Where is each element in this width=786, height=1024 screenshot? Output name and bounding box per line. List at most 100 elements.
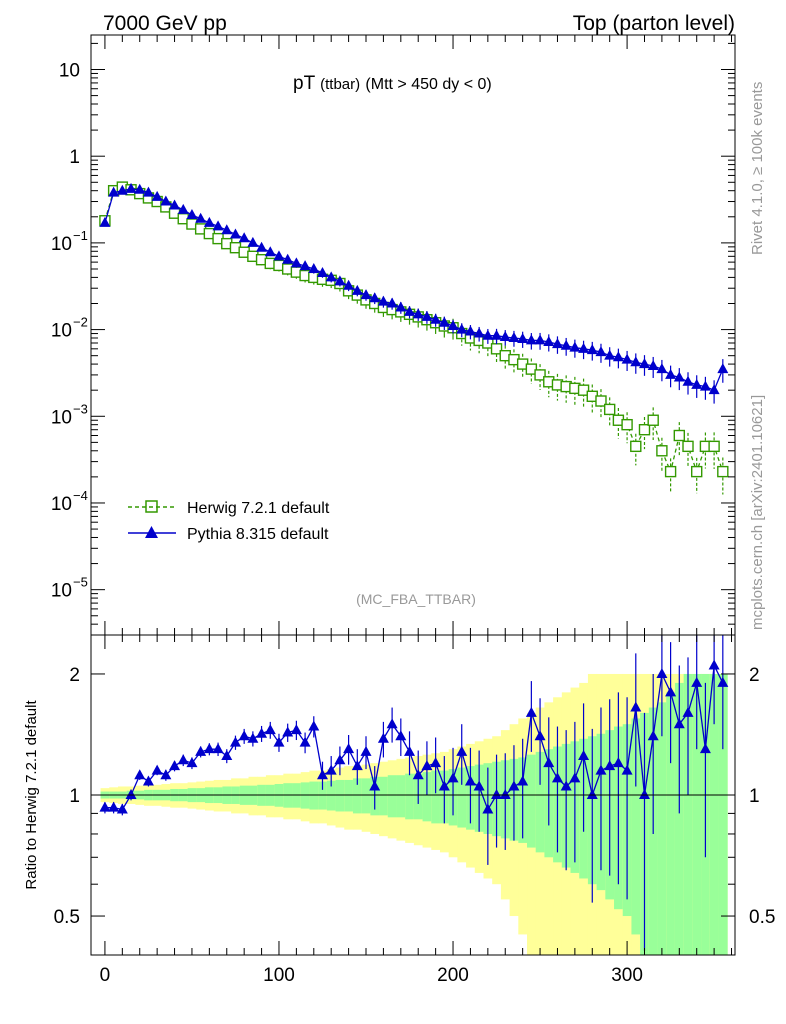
pythia-point <box>508 331 520 342</box>
ratio-point <box>612 757 624 768</box>
herwig-point <box>691 465 703 478</box>
pythia-point <box>691 378 703 389</box>
ratio-band-inner <box>318 781 328 810</box>
main-y-tick-exponent: −5 <box>73 575 88 590</box>
ratio-point <box>273 736 285 747</box>
main-y-tick-exponent: −4 <box>73 488 88 503</box>
ratio-y-tick-label: 0.5 <box>54 907 80 928</box>
pythia-point <box>169 199 181 210</box>
ratio-point <box>508 780 520 791</box>
pythia-point <box>325 271 337 282</box>
pythia-point <box>116 184 128 195</box>
pythia-point <box>195 212 207 223</box>
pythia-point <box>290 257 302 268</box>
pythia-point <box>229 228 241 239</box>
ratio-point <box>247 732 259 743</box>
pythia-point <box>717 363 729 374</box>
main-y-tick-label: 10 <box>51 581 72 602</box>
herwig-point <box>630 440 642 453</box>
ratio-point <box>160 769 172 780</box>
ratio-point <box>586 789 598 799</box>
ratio-y-tick-label-right: 1 <box>749 786 760 807</box>
pythia-point <box>404 305 416 316</box>
herwig-point <box>647 414 659 426</box>
main-x-ticks <box>104 35 733 635</box>
mcplots-label: mcplots.cern.ch [arXiv:2401.10621] <box>749 395 766 630</box>
pythia-point <box>586 344 598 355</box>
main-panel-frame <box>90 34 736 636</box>
pythia-point <box>464 325 476 336</box>
ratio-band-inner <box>431 770 441 824</box>
legend-entry-herwig: Herwig 7.2.1 default <box>128 500 330 517</box>
ratio-point <box>386 718 398 729</box>
ratio-point <box>229 736 241 747</box>
analysis-label: (MC_FBA_TTBAR) <box>356 591 476 607</box>
ratio-band-inner <box>379 776 389 816</box>
pythia-point <box>673 371 685 382</box>
ratio-point <box>221 750 233 761</box>
pythia-point <box>421 310 433 321</box>
herwig-point <box>603 403 616 416</box>
pythia-point <box>534 334 546 345</box>
ratio-point <box>256 727 268 738</box>
pythia-point <box>264 246 276 257</box>
pythia-point <box>412 308 424 319</box>
ratio-point <box>290 724 302 735</box>
ratio-band-inner <box>718 673 728 955</box>
legend-pythia-label: Pythia 8.315 default <box>187 526 329 543</box>
x-tick-label: 0 <box>100 965 111 986</box>
ratio-band-inner <box>666 692 676 955</box>
pythia-point <box>604 349 616 360</box>
pythia-point <box>203 216 215 227</box>
ratio-band-inner <box>361 778 371 814</box>
ratio-y-tick-label: 2 <box>69 665 80 686</box>
main-y-tick-label: 1 <box>69 147 80 168</box>
ratio-y-tick-label-right: 2 <box>749 665 760 686</box>
legend-herwig-marker <box>145 500 158 513</box>
herwig-point <box>577 384 590 396</box>
pythia-point <box>630 356 642 367</box>
ratio-panel: 2 2 1 1 0.5 0.5 0 100 200 300 Ratio to Herwig 7.… <box>23 634 775 986</box>
pythia-point <box>699 380 711 391</box>
ratio-point <box>473 780 485 791</box>
ratio-point <box>395 730 407 741</box>
ratio-band-inner <box>405 773 415 820</box>
plot-title-sub: (ttbar) <box>320 76 360 93</box>
pythia-point <box>316 266 328 277</box>
herwig-point <box>664 465 677 478</box>
ratio-point <box>595 764 607 775</box>
pythia-point <box>499 331 511 342</box>
ratio-y-axis: 2 2 1 1 0.5 0.5 <box>54 665 775 956</box>
ratio-point <box>630 701 642 712</box>
ratio-point <box>656 667 668 678</box>
herwig-point <box>638 424 651 436</box>
ratio-point <box>482 803 494 814</box>
ratio-point <box>238 730 250 741</box>
ratio-point <box>134 769 146 780</box>
herwig-point <box>595 395 607 407</box>
pythia-point <box>273 250 285 261</box>
ratio-point <box>282 726 294 737</box>
pythia-point <box>299 260 311 271</box>
pythia-point <box>308 262 320 273</box>
ratio-point <box>195 745 207 756</box>
ratio-point <box>99 801 111 812</box>
ratio-point <box>186 757 198 768</box>
ratio-y-tick-label: 1 <box>69 786 80 807</box>
x-tick-label: 300 <box>611 965 643 986</box>
pythia-point <box>682 375 694 386</box>
legend: Herwig 7.2.1 default Pythia 8.315 defaul… <box>128 500 330 543</box>
ratio-point <box>534 730 546 741</box>
ratio-point <box>351 760 363 771</box>
herwig-point <box>717 465 729 478</box>
ratio-uncertainty-bands <box>100 673 728 955</box>
ratio-point <box>621 764 633 775</box>
pythia-point <box>438 316 450 327</box>
pythia-point <box>525 334 537 345</box>
plot-title: pT (ttbar) (Mtt > 450 dy < 0) <box>293 73 492 94</box>
herwig-point <box>708 440 720 453</box>
herwig-point <box>656 445 668 457</box>
